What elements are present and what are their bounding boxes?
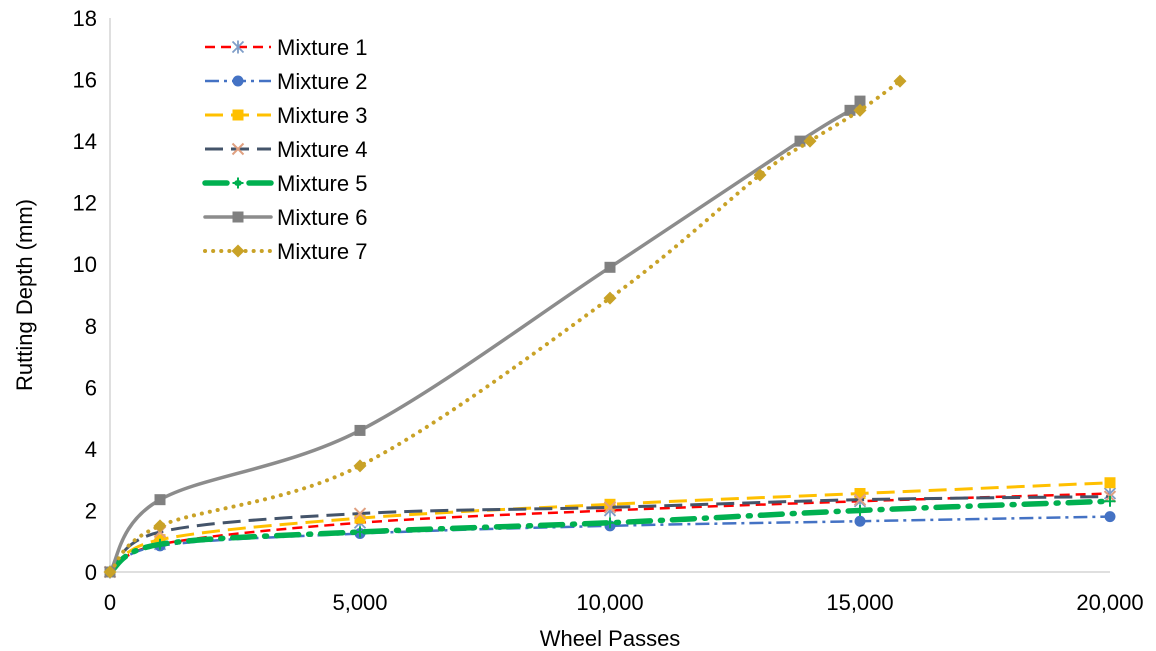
data-point <box>853 103 867 117</box>
data-point <box>154 538 166 550</box>
y-tick-label: 14 <box>73 129 97 154</box>
series-line <box>108 99 862 574</box>
x-tick-label: 5,000 <box>332 590 387 615</box>
legend-item: Mixture 7 <box>203 239 367 264</box>
x-tick-label: 10,000 <box>576 590 643 615</box>
x-tick-label: 0 <box>104 590 116 615</box>
series-line <box>109 492 1111 574</box>
legend-marker <box>232 75 244 87</box>
legend-item: Mixture 6 <box>203 205 367 230</box>
legend-marker <box>231 142 245 156</box>
data-point <box>103 565 117 579</box>
y-tick-label: 12 <box>73 191 97 216</box>
data-point <box>604 498 616 510</box>
y-tick-label: 8 <box>85 314 97 339</box>
y-tick-label: 0 <box>85 560 97 585</box>
legend-item: Mixture 2 <box>205 69 367 94</box>
data-point <box>603 501 617 514</box>
data-point <box>1104 511 1116 523</box>
legend-item: Mixture 4 <box>205 137 367 162</box>
data-point <box>794 135 806 147</box>
data-point <box>844 104 856 116</box>
series-6 <box>104 95 866 578</box>
series-line <box>108 495 1111 574</box>
legend-item: Mixture 1 <box>205 35 367 60</box>
y-tick-label: 2 <box>85 498 97 523</box>
axes <box>109 18 1110 573</box>
data-point <box>353 459 367 473</box>
y-tick-labels: 0 2 4 6 8 10 12 14 16 18 <box>73 6 97 585</box>
data-point <box>803 134 817 148</box>
legend: Mixture 1 Mixture 2 Mixture 3 Mixture 4 Mixt… <box>202 35 367 264</box>
legend-label: Mixture 4 <box>277 137 367 162</box>
data-point <box>753 168 767 182</box>
legend-item: Mixture 5 <box>202 171 367 196</box>
data-point <box>154 494 166 506</box>
data-point <box>353 507 367 520</box>
y-tick-label: 10 <box>73 252 97 277</box>
data-point <box>1104 495 1116 507</box>
series-line <box>107 498 1113 575</box>
data-point <box>893 74 907 88</box>
data-point <box>1104 477 1116 489</box>
x-tick-labels: 0 5,000 10,000 15,000 20,000 <box>104 590 1144 615</box>
series-7 <box>103 74 907 579</box>
data-point <box>853 493 867 506</box>
data-point <box>603 291 617 305</box>
legend-item: Mixture 3 <box>205 103 367 128</box>
data-point <box>604 517 616 529</box>
y-tick-label: 6 <box>85 375 97 400</box>
x-tick-label: 15,000 <box>826 590 893 615</box>
data-point <box>854 488 866 500</box>
data-point <box>854 504 866 516</box>
legend-marker <box>232 177 244 189</box>
legend-label: Mixture 3 <box>277 103 367 128</box>
series-layer <box>103 74 1117 579</box>
legend-marker <box>231 40 245 54</box>
x-tick-label: 20,000 <box>1076 590 1143 615</box>
legend-marker <box>232 109 244 121</box>
y-tick-label: 16 <box>73 68 97 93</box>
legend-label: Mixture 5 <box>277 171 367 196</box>
y-tick-label: 4 <box>85 437 97 462</box>
legend-label: Mixture 7 <box>277 239 367 264</box>
data-point <box>854 515 866 527</box>
data-point <box>854 95 866 107</box>
legend-label: Mixture 2 <box>277 69 367 94</box>
legend-marker <box>231 244 245 258</box>
legend-marker <box>232 211 244 223</box>
y-axis-title: Rutting Depth (mm) <box>12 199 37 391</box>
data-point <box>153 519 167 533</box>
data-point <box>604 261 616 273</box>
data-point <box>354 526 366 538</box>
y-tick-label: 18 <box>73 6 97 31</box>
x-axis-title: Wheel Passes <box>540 626 681 651</box>
legend-label: Mixture 1 <box>277 35 367 60</box>
legend-label: Mixture 6 <box>277 205 367 230</box>
series-line <box>108 79 902 574</box>
data-point <box>354 512 366 524</box>
data-point <box>354 424 366 436</box>
